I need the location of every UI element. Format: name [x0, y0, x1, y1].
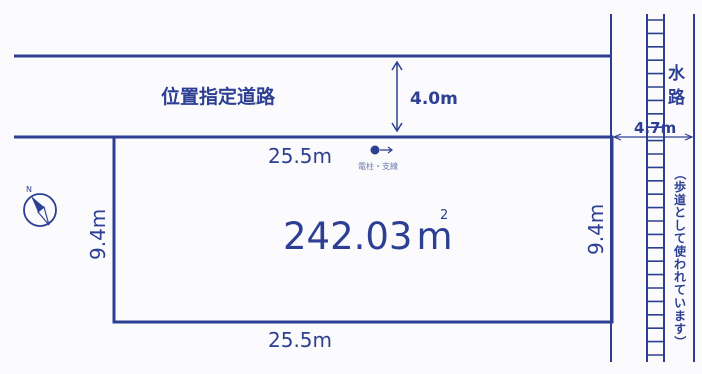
waterway-note-char: （	[673, 168, 688, 180]
waterway-note-char: す	[674, 322, 686, 336]
stay-wire-arrow	[387, 146, 393, 154]
waterway-note-char: 道	[674, 192, 686, 207]
lot-bottom-length: 25.5m	[268, 328, 332, 352]
lot-right-length: 9.4m	[584, 204, 608, 255]
waterway-arrow-left	[612, 133, 622, 141]
road-name: 位置指定道路	[161, 85, 276, 108]
waterway-note-char: い	[674, 296, 686, 310]
waterway-width-label: 4.7m	[634, 119, 676, 137]
utility-pole-icon	[370, 145, 380, 155]
lot-area: 242.03 m	[283, 215, 453, 258]
waterway-note-char: ）	[673, 336, 688, 348]
road-width-label: 4.0m	[410, 89, 458, 109]
lot-left-length: 9.4m	[86, 209, 110, 260]
waterway-note-char: 歩	[674, 179, 686, 194]
waterway-note-char: と	[674, 206, 686, 220]
waterway-note-char: て	[674, 283, 686, 297]
waterway-name-char-2: 路	[668, 87, 686, 108]
dimension-arrow-bottom	[391, 122, 403, 133]
north-arrow-icon: N	[23, 185, 57, 227]
waterway-name-char-1: 水	[668, 63, 686, 84]
waterway-note-char: ま	[674, 309, 686, 323]
lot-area-unit: m	[416, 215, 452, 258]
waterway-note-char: わ	[674, 257, 686, 271]
lot-area-value: 242.03	[283, 215, 412, 258]
waterway-note-char: し	[674, 219, 686, 233]
ladder-rungs	[647, 19, 664, 356]
waterway-note-char: て	[674, 232, 686, 246]
north-letter: N	[26, 185, 32, 194]
lot-top-length: 25.5m	[268, 144, 332, 168]
utility-pole-caption: 電柱・支線	[358, 161, 398, 171]
waterway-arrow-right	[684, 133, 694, 141]
dimension-arrow-top	[391, 60, 403, 71]
waterway-note-char: れ	[674, 270, 686, 284]
waterway-note-char: 使	[673, 243, 687, 258]
lot-area-exponent: 2	[440, 208, 448, 223]
utility-pole-marker: 電柱・支線	[358, 145, 398, 171]
